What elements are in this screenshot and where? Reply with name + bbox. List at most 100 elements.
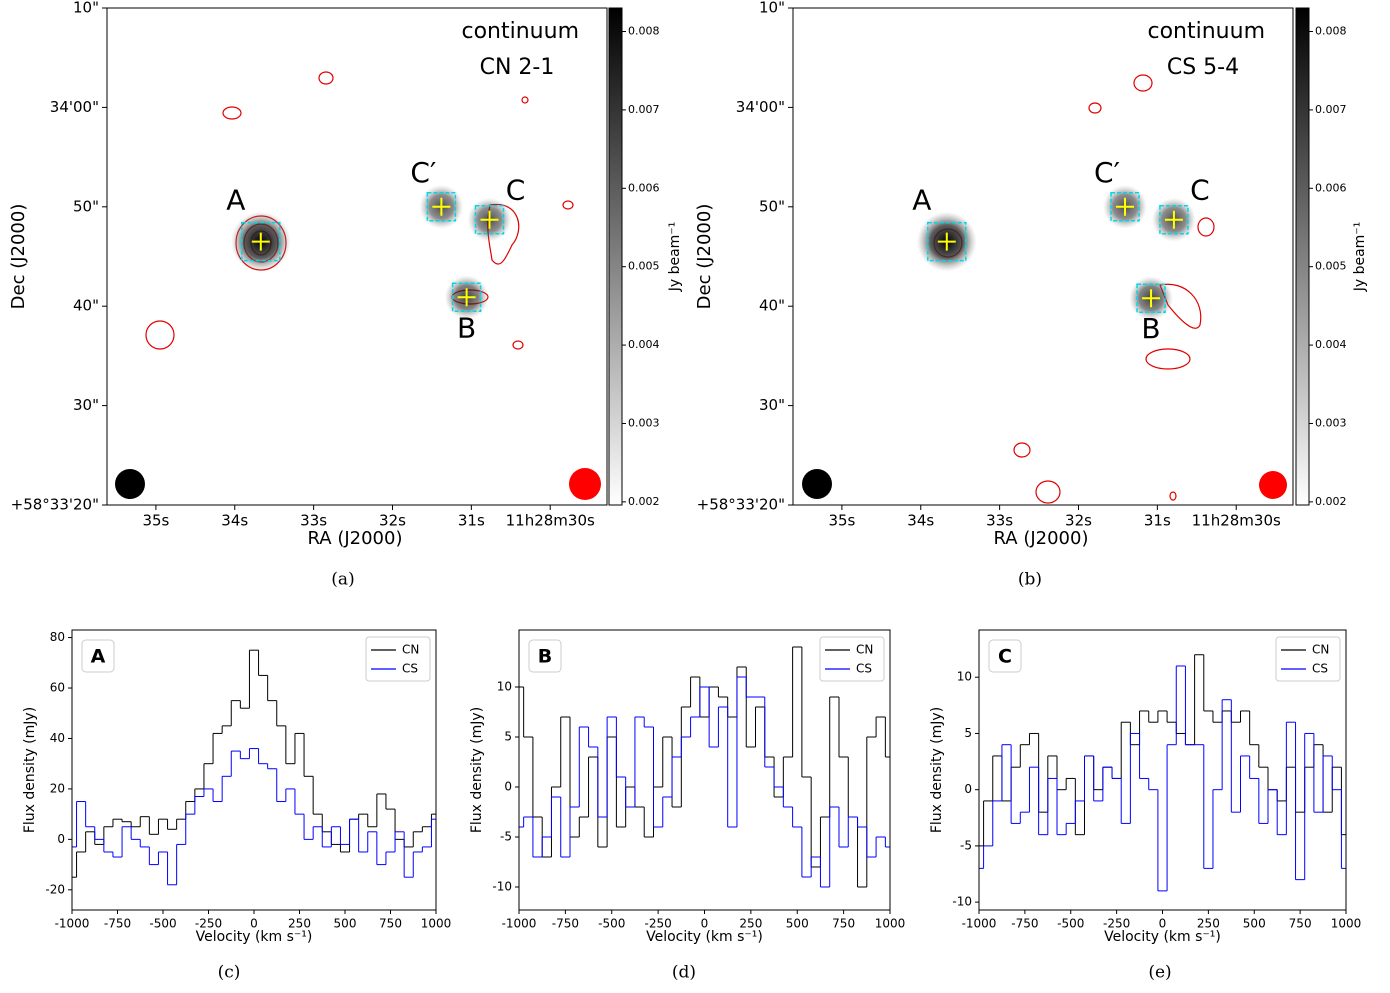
colorbar-tick-label: 0.007	[628, 103, 660, 116]
x-tick-label: 0	[250, 917, 258, 931]
legend-label: CN	[402, 643, 419, 657]
aperture-box	[1159, 204, 1189, 235]
aperture-box	[927, 221, 967, 262]
legend-box	[365, 636, 431, 682]
x-tick-label: 250	[739, 917, 762, 931]
legend-label: CN	[1312, 643, 1329, 657]
legend-label: CS	[856, 662, 872, 676]
x-tick-label: -1000	[962, 917, 997, 931]
panel-subtitle: CN 2-1	[480, 55, 555, 80]
y-tick-label: 10	[957, 670, 972, 684]
legend-box	[819, 636, 885, 682]
y-tick-label: 60	[50, 681, 65, 695]
x-tick-label: 250	[1197, 917, 1220, 931]
source-label: B	[1141, 312, 1160, 345]
x-tick-label: 0	[1159, 917, 1167, 931]
x-tick-label: 1000	[1331, 917, 1362, 931]
source-label: C	[1190, 174, 1210, 207]
source-label: C	[506, 174, 526, 207]
caption: (e)	[1148, 963, 1171, 983]
x-tick-label: -750	[104, 917, 131, 931]
colorbar-tick-label: 0.008	[628, 25, 660, 38]
x-tick-label: -250	[645, 917, 672, 931]
caption: (c)	[218, 963, 241, 983]
colorbar-tick-label: 0.005	[1315, 260, 1347, 273]
panel-title-box	[81, 639, 115, 673]
x-tick-label: 11h28m30s	[1192, 512, 1281, 530]
plot-frame	[106, 7, 608, 506]
y-axis-label: Flux density (mJy)	[22, 707, 38, 833]
source-cross	[251, 232, 270, 251]
panel-title: continuum	[462, 19, 580, 44]
x-tick-label: 0	[701, 917, 709, 931]
x-axis-label: Velocity (km s⁻¹)	[1104, 929, 1221, 945]
y-tick-label: -5	[500, 830, 512, 844]
source-label: C′	[410, 156, 436, 189]
x-tick-label: -250	[1103, 917, 1130, 931]
colorbar-tick-label: 0.005	[628, 260, 660, 273]
colorbar-tick-label: 0.003	[1315, 416, 1347, 429]
y-tick-label: -10	[952, 895, 972, 909]
y-tick-label: -20	[45, 882, 65, 896]
legend-label: CS	[1312, 662, 1328, 676]
x-tick-label: -1000	[55, 917, 90, 931]
colorbar-tick-label: 0.002	[628, 495, 660, 508]
colorbar-label: Jy beam⁻¹	[667, 222, 683, 293]
caption: (d)	[672, 963, 696, 983]
x-tick-label: 35s	[142, 512, 169, 530]
beam	[115, 469, 145, 499]
y-tick-label: -5	[960, 838, 972, 852]
x-tick-label: 1000	[421, 917, 452, 931]
source-label: A	[226, 184, 245, 217]
colorbar-tick-label: 0.003	[628, 416, 660, 429]
legend-box	[1275, 636, 1341, 682]
legend-label: CN	[856, 643, 873, 657]
beam	[569, 468, 601, 500]
x-tick-label: 750	[832, 917, 855, 931]
y-tick-label: 5	[964, 726, 972, 740]
panel-title: B	[538, 646, 552, 668]
y-tick-label: 10"	[759, 0, 785, 17]
x-tick-label: -500	[149, 917, 176, 931]
x-tick-label: -500	[1057, 917, 1084, 931]
source-cross	[480, 210, 499, 229]
plot-frame	[792, 7, 1294, 506]
colorbar-label: Jy beam⁻¹	[1352, 222, 1368, 293]
y-tick-label: 34'00"	[50, 98, 99, 116]
y-tick-label: 10"	[73, 0, 99, 17]
aperture-box	[426, 192, 457, 222]
aperture-box	[451, 282, 482, 313]
source-cross	[432, 197, 451, 216]
colorbar-tick-label: 0.004	[1315, 338, 1347, 351]
y-tick-label: +58°33'20"	[11, 496, 99, 514]
y-axis-label: Flux density (mJy)	[469, 707, 485, 833]
y-tick-label: 80	[50, 630, 65, 644]
x-axis-label: RA (J2000)	[994, 528, 1089, 549]
beam	[802, 469, 832, 499]
source-cross	[457, 288, 476, 307]
x-axis-label: Velocity (km s⁻¹)	[196, 929, 313, 945]
aperture-box	[1110, 192, 1140, 222]
x-axis-label: RA (J2000)	[308, 528, 403, 549]
x-tick-label: -250	[195, 917, 222, 931]
y-axis-label: Dec (J2000)	[694, 204, 715, 310]
x-tick-label: 1000	[875, 917, 906, 931]
x-tick-label: 31s	[458, 512, 485, 530]
colorbar-tick-label: 0.008	[1315, 25, 1347, 38]
x-tick-label: 500	[786, 917, 809, 931]
x-tick-label: 750	[1289, 917, 1312, 931]
x-tick-label: 32s	[379, 512, 406, 530]
x-tick-label: 500	[334, 917, 357, 931]
y-tick-label: 5	[504, 730, 512, 744]
colorbar-tick-label: 0.002	[1315, 495, 1347, 508]
colorbar-tick-label: 0.007	[1315, 103, 1347, 116]
panel-title-box	[988, 639, 1022, 673]
colorbar	[608, 7, 623, 506]
y-tick-label: 0	[964, 782, 972, 796]
y-tick-label: 30"	[73, 396, 99, 414]
x-tick-label: 250	[288, 917, 311, 931]
y-tick-label: 20	[50, 781, 65, 795]
panel-title: C	[998, 646, 1012, 668]
y-tick-label: 10	[497, 680, 512, 694]
